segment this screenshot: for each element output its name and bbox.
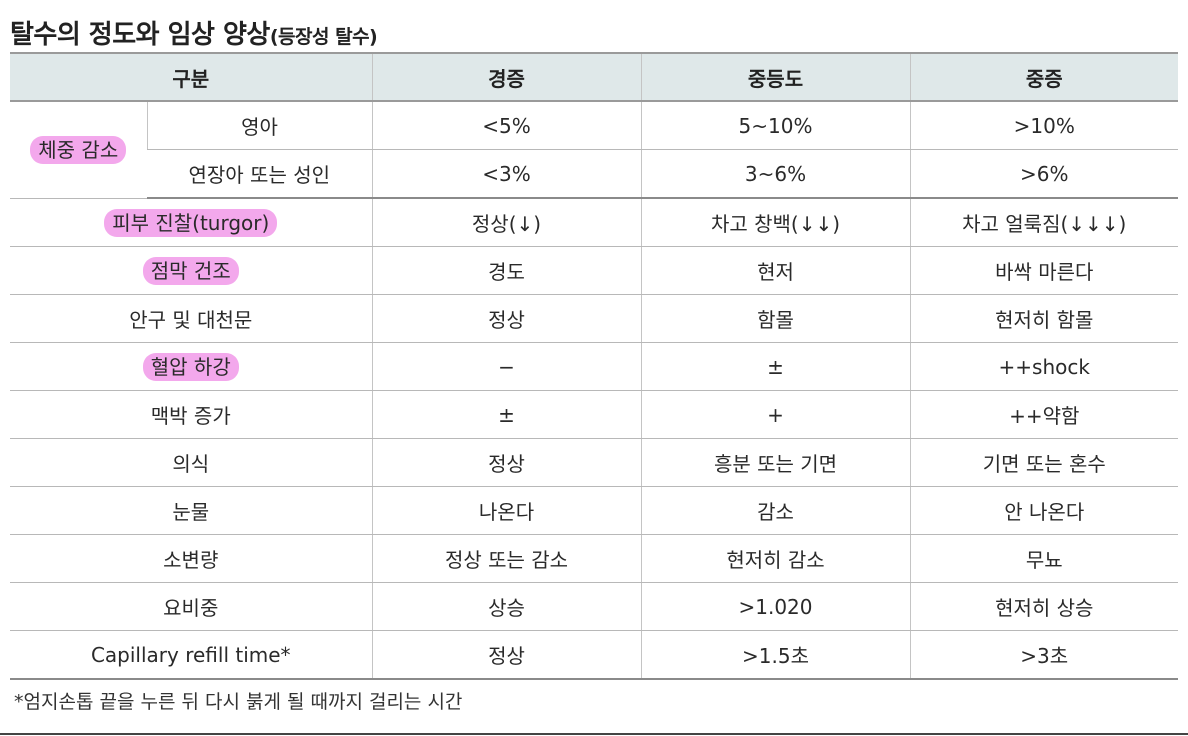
cell-severe: 안 나온다 (909, 486, 1178, 535)
table-row: 체중 감소 영아 <5% 5~10% >10% (10, 100, 1178, 199)
table-row: 눈물 나온다 감소 안 나온다 (10, 486, 1178, 535)
header-category: 구분 (10, 52, 372, 102)
header-mild: 경증 (371, 52, 641, 102)
table-row: 의식 정상 흥분 또는 기면 기면 또는 혼수 (10, 438, 1178, 487)
cell-severe: 기면 또는 혼수 (909, 438, 1178, 487)
cell-moderate: 감소 (640, 486, 910, 535)
row-label: 혈압 하강 (10, 342, 372, 391)
table-row: 맥박 증가 ± + ++약함 (10, 390, 1178, 439)
cell-mild: ± (371, 390, 641, 439)
sub-row-label: 영아 (146, 100, 372, 150)
table-row: 요비중 상승 >1.020 현저히 상승 (10, 582, 1178, 631)
row-label: 점막 건조 (10, 246, 372, 295)
highlight-label: 피부 진찰(turgor) (104, 208, 278, 237)
cell-moderate: + (640, 390, 910, 439)
cell-severe: ++약함 (909, 390, 1178, 439)
table-row: 소변량 정상 또는 감소 현저히 감소 무뇨 (10, 534, 1178, 583)
row-label: 맥박 증가 (10, 390, 372, 439)
cell-mild: <5% (371, 100, 641, 150)
row-label: 소변량 (10, 534, 372, 583)
table-row: 혈압 하강 − ± ++shock (10, 342, 1178, 391)
cell-severe: 현저히 상승 (909, 582, 1178, 631)
page-title: 탈수의 정도와 임상 양상(등장성 탈수) (10, 14, 378, 51)
cell-moderate: 현저 (640, 246, 910, 295)
cell-moderate: 차고 창백(↓↓) (640, 197, 910, 247)
table-row: 점막 건조 경도 현저 바싹 마른다 (10, 246, 1178, 295)
cell-moderate: >1.020 (640, 582, 910, 631)
cell-mild: 정상 (371, 630, 641, 680)
cell-severe: 차고 얼룩짐(↓↓↓) (909, 197, 1178, 247)
cell-mild: 경도 (371, 246, 641, 295)
cell-mild: 나온다 (371, 486, 641, 535)
table-row: Capillary refill time* 정상 >1.5초 >3초 (10, 630, 1178, 680)
cell-severe: 바싹 마른다 (909, 246, 1178, 295)
cell-moderate: 현저히 감소 (640, 534, 910, 583)
row-label: 의식 (10, 438, 372, 487)
row-label-weight-loss: 체중 감소 (10, 100, 147, 199)
row-label: Capillary refill time* (10, 630, 372, 680)
cell-mild: <3% (371, 149, 641, 199)
header-moderate: 중등도 (640, 52, 910, 102)
footnote: *엄지손톱 끝을 누른 뒤 다시 붉게 될 때까지 걸리는 시간 (14, 691, 463, 713)
cell-severe: ++shock (909, 342, 1178, 391)
row-label: 눈물 (10, 486, 372, 535)
dehydration-table: 구분 경증 중등도 중증 체중 감소 영아 <5% 5~10% >10% 연장아… (10, 52, 1178, 680)
cell-severe: >3초 (909, 630, 1178, 680)
cell-severe: 현저히 함몰 (909, 294, 1178, 343)
header-severe: 중증 (909, 52, 1178, 102)
row-label: 안구 및 대천문 (10, 294, 372, 343)
cell-severe: >10% (909, 100, 1178, 150)
row-label: 요비중 (10, 582, 372, 631)
cell-mild: 정상 (371, 294, 641, 343)
cell-severe: 무뇨 (909, 534, 1178, 583)
title-main: 탈수의 정도와 임상 양상 (10, 20, 270, 50)
bottom-divider (0, 733, 1188, 735)
title-sub: (등장성 탈수) (269, 26, 378, 48)
cell-mild: 상승 (371, 582, 641, 631)
cell-mild: − (371, 342, 641, 391)
table-row: 피부 진찰(turgor) 정상(↓) 차고 창백(↓↓) 차고 얼룩짐(↓↓↓) (10, 197, 1178, 247)
cell-moderate: >1.5초 (640, 630, 910, 680)
cell-mild: 정상 (371, 438, 641, 487)
highlight-label: 점막 건조 (142, 256, 239, 285)
highlight-label: 혈압 하강 (142, 352, 239, 381)
header-row: 구분 경증 중등도 중증 (10, 52, 1178, 102)
cell-moderate: 흥분 또는 기면 (640, 438, 910, 487)
cell-moderate: 5~10% (640, 100, 910, 150)
table-row: 안구 및 대천문 정상 함몰 현저히 함몰 (10, 294, 1178, 343)
cell-mild: 정상 또는 감소 (371, 534, 641, 583)
cell-severe: >6% (909, 149, 1178, 199)
sub-row-label: 연장아 또는 성인 (147, 149, 372, 199)
cell-moderate: 함몰 (640, 294, 910, 343)
cell-mild: 정상(↓) (371, 197, 641, 247)
cell-moderate: ± (640, 342, 910, 391)
cell-moderate: 3~6% (640, 149, 910, 199)
highlight-weight-loss: 체중 감소 (30, 135, 127, 164)
table-row: 연장아 또는 성인 <3% 3~6% >6% (10, 149, 1178, 199)
row-label: 피부 진찰(turgor) (10, 197, 372, 247)
